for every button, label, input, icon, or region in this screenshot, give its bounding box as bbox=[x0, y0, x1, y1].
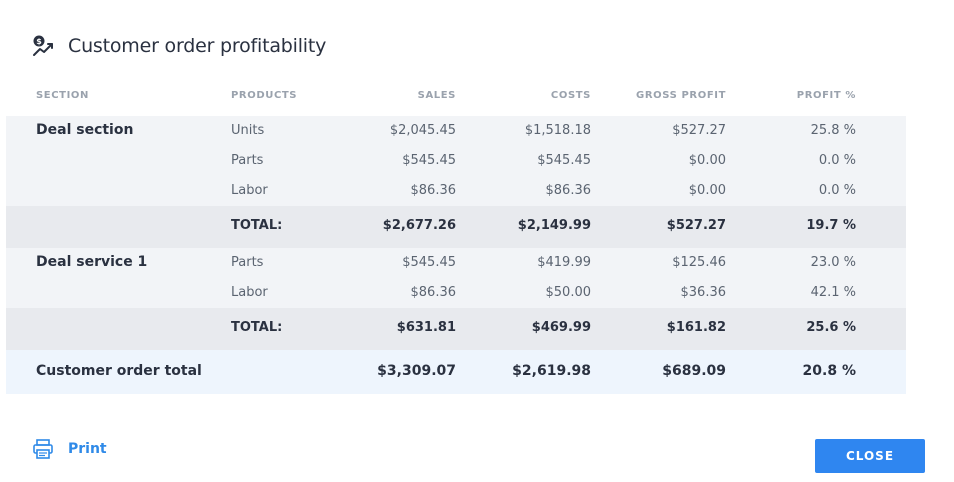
sales-value: $2,045.45 bbox=[389, 123, 456, 138]
total-sales: $2,677.26 bbox=[382, 218, 456, 233]
sales-value: $86.36 bbox=[410, 183, 457, 198]
profit-pct-value: 0.0 % bbox=[818, 183, 856, 198]
column-header-section: SECTION bbox=[36, 90, 89, 101]
gross-profit-value: $0.00 bbox=[688, 153, 726, 168]
grand-total-label: Customer order total bbox=[36, 363, 202, 379]
grand-total-costs: $2,619.98 bbox=[512, 363, 591, 379]
svg-text:$: $ bbox=[36, 37, 42, 46]
grand-total-row: Customer order total $3,309.07 $2,619.98… bbox=[6, 350, 906, 394]
section-group: Deal service 1 Parts $545.45 $419.99 $12… bbox=[6, 248, 906, 308]
profitability-table: SECTION PRODUCTS SALES COSTS GROSS PROFI… bbox=[6, 80, 906, 394]
profit-pct-value: 0.0 % bbox=[818, 153, 856, 168]
table-row: Parts $545.45 $545.45 $0.00 0.0 % bbox=[6, 146, 906, 176]
gross-profit-value: $0.00 bbox=[688, 183, 726, 198]
total-label: TOTAL: bbox=[231, 320, 283, 335]
total-costs: $469.99 bbox=[531, 320, 591, 335]
printer-icon bbox=[33, 439, 53, 459]
total-label: TOTAL: bbox=[231, 218, 283, 233]
section-name: Deal service 1 bbox=[36, 254, 148, 270]
costs-value: $419.99 bbox=[537, 255, 591, 270]
product-name: Labor bbox=[231, 183, 268, 198]
total-costs: $2,149.99 bbox=[517, 218, 591, 233]
table-row: Labor $86.36 $50.00 $36.36 42.1 % bbox=[6, 278, 906, 308]
total-sales: $631.81 bbox=[396, 320, 456, 335]
section-total-row: TOTAL: $631.81 $469.99 $161.82 25.6 % bbox=[6, 308, 906, 350]
costs-value: $50.00 bbox=[545, 285, 592, 300]
costs-value: $86.36 bbox=[545, 183, 592, 198]
profit-pct-value: 42.1 % bbox=[810, 285, 856, 300]
product-name: Labor bbox=[231, 285, 268, 300]
total-gross-profit: $161.82 bbox=[666, 320, 726, 335]
costs-value: $1,518.18 bbox=[524, 123, 591, 138]
section-total-row: TOTAL: $2,677.26 $2,149.99 $527.27 19.7 … bbox=[6, 206, 906, 248]
total-gross-profit: $527.27 bbox=[666, 218, 726, 233]
sales-value: $545.45 bbox=[402, 153, 456, 168]
dialog-header: $ Customer order profitability bbox=[32, 34, 326, 58]
table-row: Labor $86.36 $86.36 $0.00 0.0 % bbox=[6, 176, 906, 206]
product-name: Parts bbox=[231, 255, 264, 270]
table-row: Deal service 1 Parts $545.45 $419.99 $12… bbox=[6, 248, 906, 278]
dialog-title: Customer order profitability bbox=[68, 35, 327, 57]
gross-profit-value: $36.36 bbox=[680, 285, 727, 300]
sales-value: $86.36 bbox=[410, 285, 457, 300]
column-header-products: PRODUCTS bbox=[231, 90, 298, 101]
gross-profit-value: $125.46 bbox=[672, 255, 726, 270]
column-header-gross-profit: GROSS PROFIT bbox=[636, 90, 726, 101]
print-link[interactable]: Print bbox=[32, 438, 107, 460]
close-button[interactable]: CLOSE bbox=[815, 439, 925, 473]
money-trend-icon: $ bbox=[33, 35, 53, 56]
section-group: Deal section Units $2,045.45 $1,518.18 $… bbox=[6, 116, 906, 206]
table-row: Deal section Units $2,045.45 $1,518.18 $… bbox=[6, 116, 906, 146]
grand-total-gross-profit: $689.09 bbox=[662, 363, 726, 379]
profit-pct-value: 25.8 % bbox=[810, 123, 856, 138]
total-profit-pct: 25.6 % bbox=[806, 320, 856, 335]
grand-total-sales: $3,309.07 bbox=[377, 363, 456, 379]
product-name: Parts bbox=[231, 153, 264, 168]
column-header-sales: SALES bbox=[417, 90, 456, 101]
grand-total-profit-pct: 20.8 % bbox=[802, 363, 856, 379]
table-header-row: SECTION PRODUCTS SALES COSTS GROSS PROFI… bbox=[6, 80, 906, 116]
costs-value: $545.45 bbox=[537, 153, 591, 168]
print-label[interactable]: Print bbox=[68, 441, 107, 457]
total-profit-pct: 19.7 % bbox=[806, 218, 856, 233]
section-name: Deal section bbox=[36, 122, 134, 138]
gross-profit-value: $527.27 bbox=[672, 123, 726, 138]
profit-pct-value: 23.0 % bbox=[810, 255, 856, 270]
product-name: Units bbox=[231, 123, 265, 138]
column-header-profit-pct: PROFIT % bbox=[796, 90, 856, 101]
column-header-costs: COSTS bbox=[550, 90, 591, 101]
sales-value: $545.45 bbox=[402, 255, 456, 270]
